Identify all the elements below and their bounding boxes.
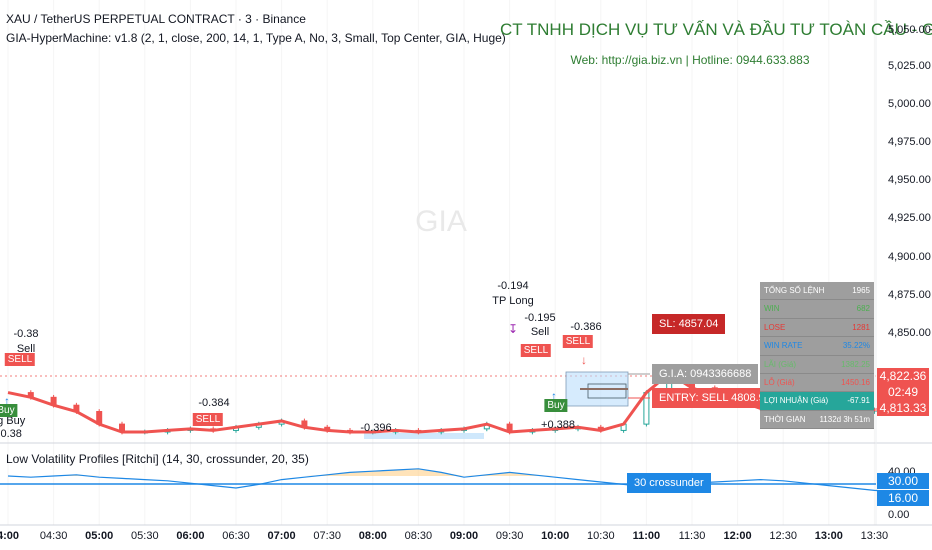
crossunder-tag[interactable]: 30 crossunder bbox=[627, 473, 711, 493]
chart-label: -0.195 bbox=[524, 312, 556, 324]
stats-value: 1132d 3h 51m bbox=[819, 414, 870, 424]
price-tick: 5,025.00 bbox=[888, 60, 931, 72]
chart-grid bbox=[7, 0, 875, 525]
time-tick: 07:30 bbox=[313, 530, 341, 542]
chart-label: TP Long bbox=[492, 295, 534, 307]
time-tick: 08:00 bbox=[358, 530, 387, 542]
symbol-title: XAU / TetherUS PERPETUAL CONTRACT · 3 · … bbox=[6, 12, 306, 26]
stats-row: WIN RATE 35.22% bbox=[760, 337, 874, 356]
time-tick: 13:30 bbox=[860, 530, 889, 542]
stats-row: TỔNG SỐ LỆNH 1965 bbox=[760, 282, 874, 301]
stats-value: 1450.16 bbox=[841, 377, 870, 387]
stats-label: WIN bbox=[764, 304, 780, 314]
stats-row: LỖ (Giá) 1450.16 bbox=[760, 373, 874, 393]
stats-label: LÃI (Giá) bbox=[764, 359, 797, 369]
brand-subtitle: Web: http://gia.biz.vn | Hotline: 0944.6… bbox=[570, 53, 810, 67]
gia-tag[interactable]: G.I.A: 0943366688 bbox=[652, 364, 759, 384]
chart-label: -0.38 bbox=[13, 328, 39, 340]
buy-signal[interactable]: Buy bbox=[544, 399, 568, 412]
low-price-tag: 4,813.33 bbox=[877, 400, 929, 416]
time-tick: 11:30 bbox=[678, 530, 706, 542]
up-arrow-icon: ↑ bbox=[4, 394, 10, 408]
stats-label: TỔNG SỐ LỆNH bbox=[764, 286, 825, 295]
time-tick: 08:30 bbox=[404, 530, 433, 542]
sell-signal[interactable]: SELL bbox=[520, 344, 552, 357]
price-tick: 4,875.00 bbox=[888, 289, 931, 301]
stats-row: LỢI NHUẬN (Giá) -67.91 bbox=[760, 392, 874, 411]
stats-label: LỖ (Giá) bbox=[764, 377, 795, 387]
stats-value: 1382.25 bbox=[841, 359, 870, 369]
current-price-tag: 4,822.36 bbox=[877, 368, 929, 384]
indicator-title: GIA-HyperMachine: v1.8 (2, 1, close, 200… bbox=[6, 31, 506, 45]
chart-label: +0.388 bbox=[541, 419, 575, 431]
stats-row: LÃI (Giá) 1382.25 bbox=[760, 355, 874, 374]
entry-tag[interactable]: ENTRY: SELL 4808.95 bbox=[652, 388, 778, 408]
sell-signal[interactable]: SELL bbox=[562, 335, 594, 348]
stats-value: -67.91 bbox=[847, 396, 870, 406]
price-tick: 4,850.00 bbox=[888, 327, 931, 339]
down-arrow-icon: ↓ bbox=[581, 353, 587, 367]
stats-label: LỢI NHUẬN (Giá) bbox=[764, 396, 829, 406]
up-arrow-icon: ↑ bbox=[551, 389, 557, 403]
oscillator-title: Low Volatility Profiles [Ritchi] (14, 30… bbox=[6, 452, 309, 466]
sell-signal[interactable]: SELL bbox=[4, 353, 36, 366]
chart-label: -0.396 bbox=[360, 422, 392, 434]
buy-signal[interactable]: Buy bbox=[0, 404, 18, 417]
chart-label: -0.386 bbox=[570, 321, 602, 333]
time-tick: 09:30 bbox=[495, 530, 524, 542]
time-tick: 10:00 bbox=[541, 530, 570, 542]
osc-value-16: 16.00 bbox=[877, 490, 929, 506]
time-tick: 05:30 bbox=[131, 530, 159, 542]
time-tick: 06:30 bbox=[222, 530, 250, 542]
time-tick: 07:00 bbox=[267, 530, 296, 542]
brand-title: CT TNHH DỊCH VỤ TƯ VẤN VÀ ĐẦU TƯ TOÀN CẦ… bbox=[500, 20, 932, 39]
chart-label: -0.384 bbox=[198, 397, 230, 409]
chart-label: Sell bbox=[530, 326, 550, 338]
stats-value: 1965 bbox=[852, 286, 870, 295]
stats-table: TỔNG SỐ LỆNH 1965 WIN 682 LOSE 1281 WIN RATE 35… bbox=[760, 282, 874, 430]
sl-tag[interactable]: SL: 4857.04 bbox=[652, 314, 726, 334]
time-tick: 12:30 bbox=[769, 530, 797, 542]
down-arrow-icon: ↧ bbox=[508, 322, 518, 336]
arrow-icons: ↧ ↓ ↑ ↑ bbox=[4, 322, 587, 408]
price-tick: 4,925.00 bbox=[888, 212, 931, 224]
price-tick: 5,000.00 bbox=[888, 98, 931, 110]
zone-08 bbox=[364, 433, 484, 439]
stats-value: 682 bbox=[856, 304, 870, 314]
stats-row: LOSE 1281 bbox=[760, 318, 874, 338]
countdown-tag: 02:49 bbox=[877, 384, 929, 400]
time-tick: 12:00 bbox=[723, 530, 752, 542]
stats-value: 1281 bbox=[852, 322, 870, 332]
price-tick: 4,975.00 bbox=[888, 136, 931, 148]
stats-row: THỜI GIAN 1132d 3h 51m bbox=[760, 410, 874, 430]
oscillator-line bbox=[7, 468, 921, 494]
time-tick: 04:30 bbox=[39, 530, 68, 542]
time-tick: 13:00 bbox=[814, 530, 843, 542]
price-tick: 5,050.00 bbox=[888, 24, 931, 36]
stats-label: WIN RATE bbox=[764, 341, 803, 351]
watermark: GIA bbox=[415, 205, 467, 238]
time-tick: 4:00 bbox=[0, 530, 20, 542]
price-tick: 4,950.00 bbox=[888, 174, 931, 186]
price-tick: 4,900.00 bbox=[888, 251, 931, 263]
stats-value: 35.22% bbox=[842, 341, 870, 351]
stats-row: WIN 682 bbox=[760, 300, 874, 319]
chart-label: -0.194 bbox=[497, 280, 529, 292]
chart-label: Sell bbox=[16, 343, 36, 355]
time-tick: 09:00 bbox=[449, 530, 479, 542]
chart-label: Strong Buy bbox=[0, 415, 26, 427]
time-tick: 11:00 bbox=[632, 530, 661, 542]
time-tick: 10:30 bbox=[587, 530, 615, 542]
time-tick: 05:00 bbox=[85, 530, 114, 542]
sell-signal[interactable]: SELL bbox=[192, 413, 224, 426]
entry-line-box bbox=[587, 383, 627, 399]
osc-value-30: 30.00 bbox=[877, 473, 929, 489]
stats-label: LOSE bbox=[764, 322, 786, 332]
chart-label: +0.38 bbox=[0, 428, 22, 440]
stats-label: THỜI GIAN bbox=[764, 414, 806, 424]
time-tick: 06:00 bbox=[176, 530, 205, 542]
osc-tick-0: 0.00 bbox=[888, 509, 910, 521]
